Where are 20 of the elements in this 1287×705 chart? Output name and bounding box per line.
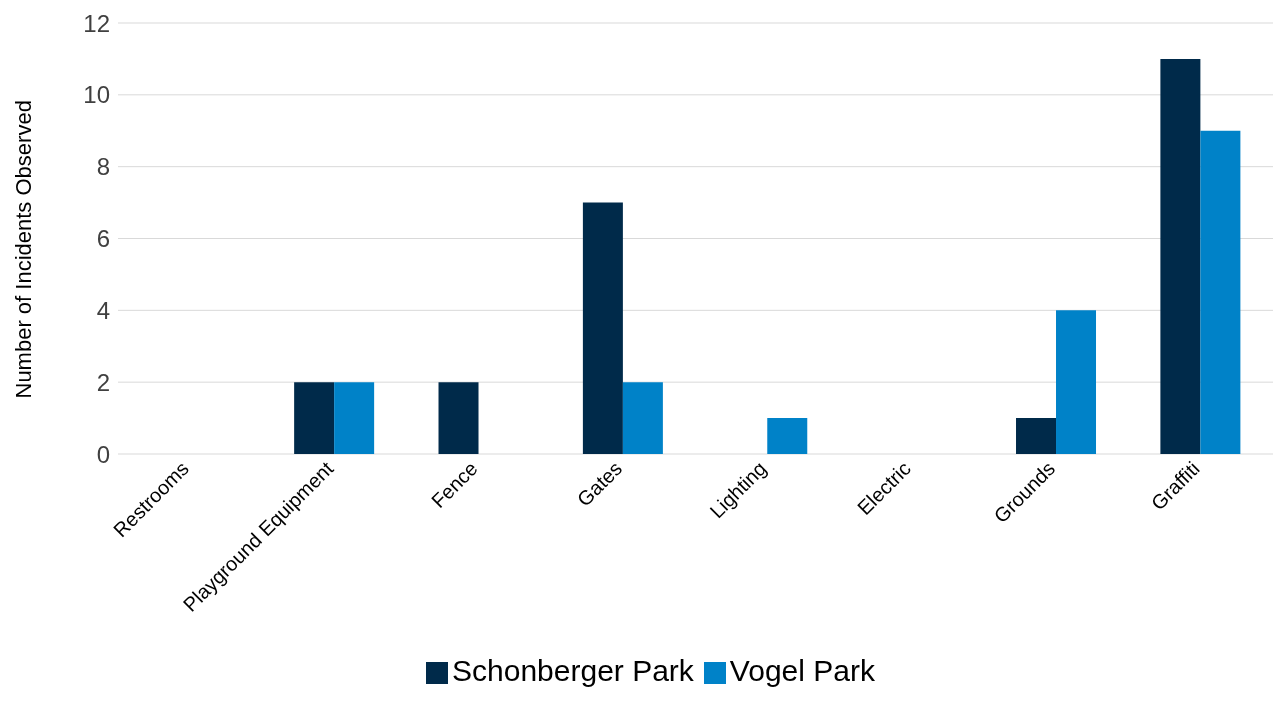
y-tick-label: 2 — [96, 368, 110, 396]
bar — [1016, 418, 1057, 454]
bar — [1056, 310, 1097, 454]
y-tick-label: 8 — [96, 153, 110, 181]
bar — [438, 382, 479, 454]
y-tick-label: 4 — [96, 296, 110, 324]
bar — [334, 382, 375, 454]
bar — [1200, 130, 1241, 454]
y-tick-label: 0 — [96, 440, 110, 468]
y-tick-label: 10 — [83, 81, 110, 109]
bar — [1160, 58, 1201, 454]
y-tick-label: 6 — [96, 225, 110, 253]
bar — [294, 382, 335, 454]
y-axis-title: Number of Incidents Observed — [10, 100, 36, 399]
bar — [582, 202, 623, 454]
bar — [767, 418, 808, 454]
bar — [622, 382, 663, 454]
legend-label: Schonberger Park — [452, 654, 694, 687]
y-tick-label: 12 — [83, 9, 110, 37]
legend-label: Vogel Park — [729, 654, 875, 687]
